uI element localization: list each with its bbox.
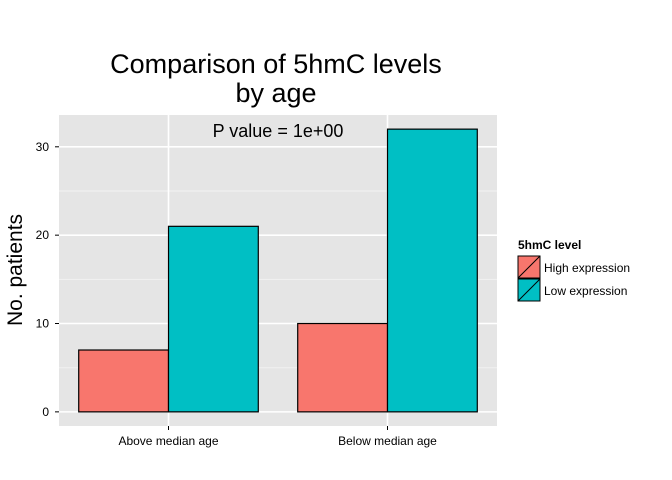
bar-high-expression-1 (78, 349, 170, 413)
y-tick-label: 0 (42, 405, 49, 419)
chart-title-line-2: by age (235, 78, 316, 108)
x-tick-label: Above median age (118, 434, 218, 448)
bar-low-expression-1 (167, 225, 259, 413)
legend-swatch-slash (517, 278, 541, 302)
y-tick-label: 20 (36, 228, 50, 242)
bars (78, 128, 478, 413)
legend-key-2: Low expression (517, 278, 627, 302)
y-axis-label: No. patients (4, 214, 27, 326)
y-tick-label: 30 (36, 140, 50, 154)
legend-swatch-slash (517, 255, 541, 279)
x-axis: Above median age Below median age (118, 426, 437, 448)
legend-key-1: High expression (517, 255, 630, 279)
legend-label: High expression (544, 261, 630, 275)
x-tick-label: Below median age (338, 434, 437, 448)
bar-low-expression-2 (386, 128, 478, 413)
y-tick-label: 10 (36, 317, 50, 331)
chart-title: Comparison of 5hmC levels by age (110, 49, 442, 108)
bar-high-expression-2 (297, 322, 389, 413)
legend-title: 5hmC level (518, 238, 581, 252)
p-value-annotation: P value = 1e+00 (213, 121, 344, 141)
chart-title-line-1: Comparison of 5hmC levels (110, 49, 442, 79)
legend: 5hmC level High expression Low expression (517, 238, 630, 302)
legend-label: Low expression (544, 284, 627, 298)
y-axis: 0 10 20 30 (36, 140, 59, 419)
